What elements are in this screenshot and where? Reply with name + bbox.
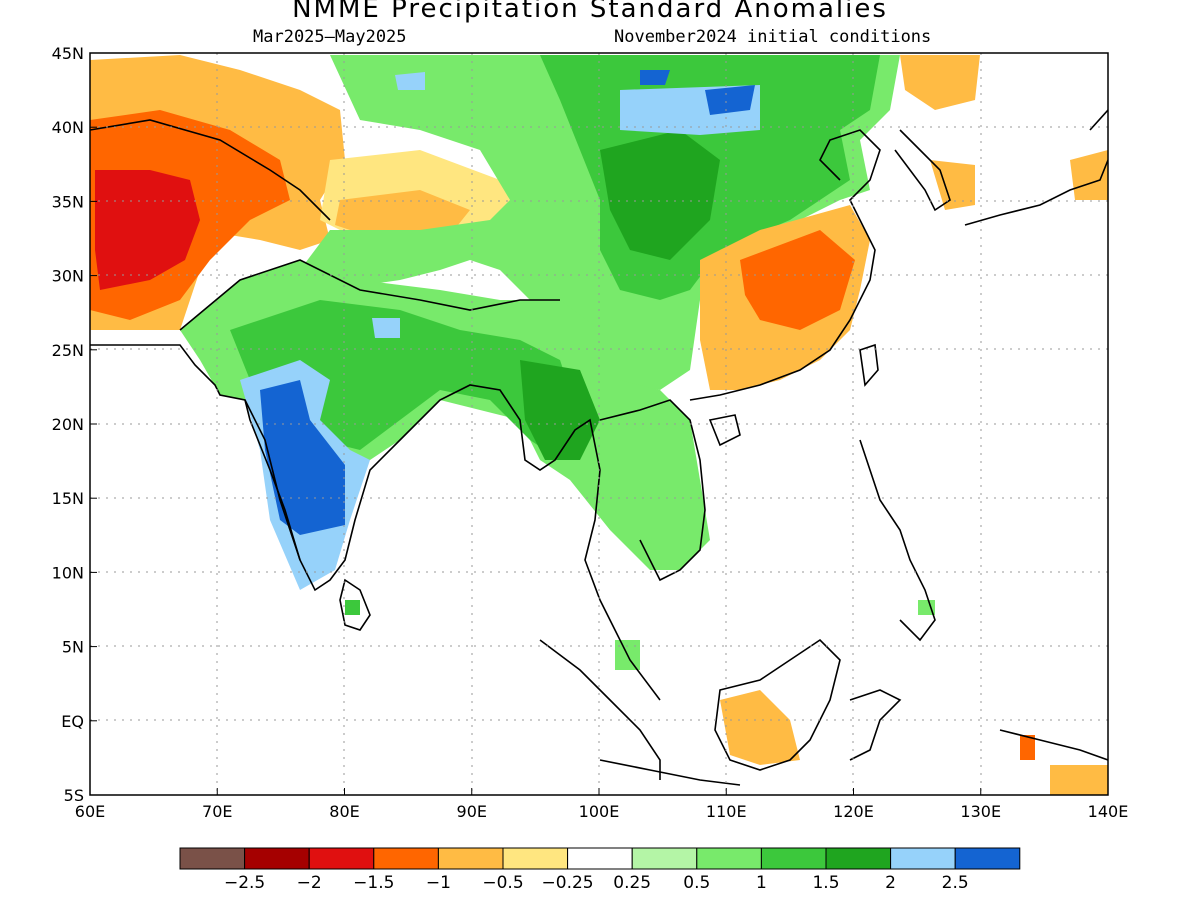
coast-new-guinea — [999, 729, 1108, 761]
y-tick-label: 5N — [62, 638, 84, 657]
y-tick-label: 30N — [52, 267, 84, 286]
colorbar-swatch — [631, 847, 698, 870]
x-tick-label: 80E — [329, 802, 359, 821]
x-tick-label: 110E — [706, 802, 747, 821]
wet-region-india-strong — [260, 380, 345, 535]
dry-region-borneo — [720, 690, 800, 765]
colorbar-swatch — [760, 847, 827, 870]
colorbar-swatch — [308, 847, 375, 870]
colorbar-label: 2.5 — [942, 873, 969, 893]
colorbar-label: −2.5 — [224, 873, 265, 893]
colorbar-label: 1 — [756, 873, 767, 893]
colorbar-label: 1.5 — [812, 873, 839, 893]
y-tick-label: 10N — [52, 563, 84, 582]
colorbar-swatch — [567, 847, 633, 870]
coast-indochina — [599, 399, 706, 582]
coast-arabian-sea — [90, 344, 661, 701]
dry-region-southeast-china-core — [740, 230, 855, 330]
coast-india-west — [244, 399, 301, 561]
colorbar-swatch — [244, 847, 310, 870]
colorbar-label: −1 — [426, 873, 451, 893]
colorbar-label: 0.5 — [683, 873, 710, 893]
y-tick-label: 15N — [52, 489, 84, 508]
colorbar-label: −0.25 — [542, 873, 594, 893]
border-central-asia — [90, 119, 331, 221]
initial-conditions: November2024 initial conditions — [614, 27, 932, 47]
coast-java — [599, 759, 741, 786]
wet-patch-xinjiang — [395, 72, 425, 90]
colorbar-label: −2 — [297, 873, 322, 893]
dry-patch-new-guinea-core — [1020, 735, 1035, 760]
y-tick-label: 45N — [52, 44, 84, 63]
wet-patch-tibet-south — [372, 318, 400, 338]
dry-region-tibet-core — [335, 190, 470, 240]
y-tick-label: 5S — [64, 786, 84, 805]
dry-region-afghanistan-strong — [95, 170, 200, 290]
coast-sumatra — [539, 639, 661, 780]
colorbar-swatch — [890, 847, 956, 870]
dry-patch-north-east — [900, 55, 980, 110]
coast-sri-lanka — [339, 578, 371, 631]
coast-hainan — [708, 414, 741, 447]
wet-region-myanmar — [520, 360, 600, 460]
coast-korea — [894, 129, 951, 212]
anomaly-field — [90, 55, 1108, 795]
coast-china — [689, 129, 881, 401]
wet-patch-mongolia-west — [640, 70, 670, 85]
border-himalaya — [179, 259, 560, 331]
colorbar-swatch — [825, 847, 892, 870]
x-tick-label: 130E — [960, 802, 1001, 821]
x-tick-label: 70E — [202, 802, 232, 821]
y-tick-label: EQ — [61, 712, 84, 731]
coast-taiwan — [859, 343, 879, 387]
wet-patch-philippines — [918, 600, 935, 615]
wet-patch-mongolia-strong — [705, 85, 755, 115]
y-tick-label: 25N — [52, 341, 84, 360]
colorbar-label: 2 — [885, 873, 896, 893]
colorbar-swatch — [502, 847, 569, 870]
x-tick-label: 120E — [833, 802, 874, 821]
colorbar-label: 0.25 — [613, 873, 651, 893]
y-tick-label: 35N — [52, 192, 84, 211]
wet-region-china-strong — [600, 130, 720, 260]
grid-lines — [90, 53, 1108, 795]
x-tick-label: 100E — [579, 802, 620, 821]
wet-patch-sri-lanka — [345, 600, 360, 615]
x-tick-label: 140E — [1088, 802, 1129, 821]
x-tick-label: 90E — [457, 802, 487, 821]
colorbar-label: −0.5 — [482, 873, 523, 893]
coast-sulawesi — [849, 689, 902, 761]
y-tick-label: 40N — [52, 118, 84, 137]
colorbar-swatch — [437, 847, 504, 870]
x-tick-label: 60E — [75, 802, 105, 821]
coast-philippines — [859, 439, 936, 642]
forecast-period: Mar2025–May2025 — [253, 27, 407, 47]
colorbar-label: −1.5 — [353, 873, 394, 893]
map-title: NMME Precipitation Standard Anomalies — [292, 0, 888, 24]
coast-japan — [964, 109, 1108, 226]
y-tick-label: 20N — [52, 415, 84, 434]
colorbar-swatch — [179, 847, 246, 870]
axis-ticks: 60E 70E 80E 90E 100E 110E 120E 130E 140E 45N 40N 35… — [52, 44, 1129, 821]
colorbar: −2.5 −2 −1.5 −1 −0.5 −0.25 0.25 0.5 1 1.5 2 2.5 — [179, 847, 1021, 893]
colorbar-swatch — [954, 847, 1021, 870]
colorbar-swatch — [696, 847, 762, 870]
colorbar-swatch — [373, 847, 439, 870]
dry-patch-new-guinea — [1050, 765, 1108, 795]
